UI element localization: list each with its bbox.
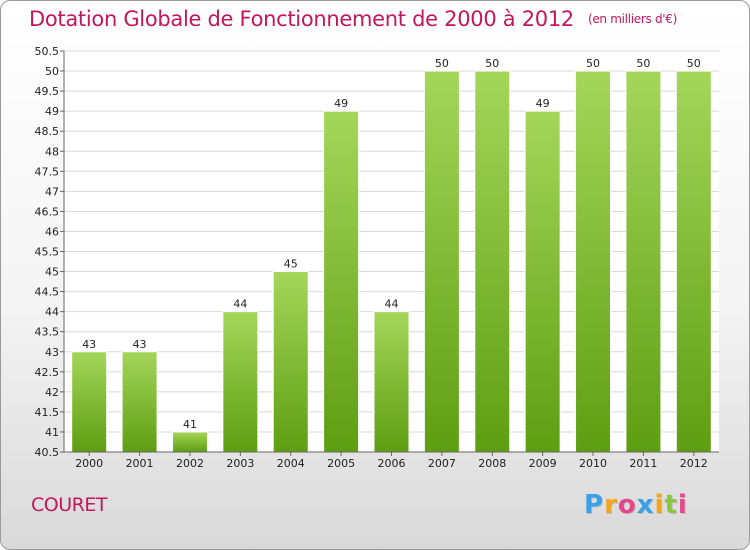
- bar-2012: [675, 70, 712, 453]
- x-tick-label-2002: 2002: [176, 457, 204, 470]
- y-tick-label: 43.5: [35, 326, 60, 339]
- y-tick-label: 42.5: [35, 366, 60, 379]
- data-label-2002: 41: [183, 418, 197, 431]
- logo-letter: t: [664, 490, 678, 520]
- bar-2008: [474, 70, 511, 453]
- y-tick-label: 48.5: [35, 125, 60, 138]
- data-label-2011: 50: [636, 57, 650, 70]
- chart-title: Dotation Globale de Fonctionnement de 20…: [29, 7, 677, 31]
- x-tick-label-2008: 2008: [478, 457, 506, 470]
- x-tick-label-2007: 2007: [428, 457, 456, 470]
- data-label-2003: 44: [233, 298, 247, 311]
- bar-2009: [524, 110, 561, 453]
- x-tick-label-2011: 2011: [629, 457, 657, 470]
- y-tick-label: 45: [45, 266, 59, 279]
- logo-letter: r: [604, 490, 618, 520]
- x-axis-ticks: 2000 2001 2002 2003 2004 2005 2006 2007 2008 2009…: [75, 452, 708, 470]
- bars: 43 43 41 44 45 49 44 50 50 49 50 50 50: [71, 57, 712, 453]
- commune-name: COURET: [31, 494, 107, 516]
- x-tick-label-2000: 2000: [75, 457, 103, 470]
- y-tick-label: 47.5: [35, 165, 60, 178]
- x-tick-label-2009: 2009: [529, 457, 557, 470]
- proxiti-logo: Proxiti: [584, 490, 688, 520]
- x-tick-label-2003: 2003: [226, 457, 254, 470]
- x-tick-label-2005: 2005: [327, 457, 355, 470]
- data-label-2001: 43: [133, 338, 147, 351]
- y-tick-label: 50: [45, 65, 59, 78]
- y-tick-label: 41.5: [35, 406, 60, 419]
- y-tick-label: 50.5: [35, 45, 60, 58]
- x-tick-label-2010: 2010: [579, 457, 607, 470]
- bar-2011: [625, 70, 662, 453]
- bar-2007: [423, 70, 460, 453]
- logo-letter: P: [584, 490, 605, 520]
- y-tick-label: 44.5: [35, 286, 60, 299]
- bar-2010: [575, 70, 612, 453]
- data-label-2006: 44: [385, 298, 399, 311]
- data-label-2007: 50: [435, 57, 449, 70]
- y-tick-label: 41: [45, 426, 59, 439]
- x-tick-label-2004: 2004: [277, 457, 305, 470]
- data-label-2008: 50: [485, 57, 499, 70]
- y-axis-ticks: 40.5 41 41.5 42 42.5 43 43.5 44 44.5 45 45.5 46 46.5…: [35, 45, 64, 459]
- y-tick-label: 40.5: [35, 446, 60, 459]
- y-tick-label: 46: [45, 225, 59, 238]
- y-tick-label: 44: [45, 306, 59, 319]
- bar-2002: [171, 431, 208, 453]
- x-tick-label-2006: 2006: [378, 457, 406, 470]
- logo-letter: o: [617, 490, 637, 520]
- y-tick-label: 46.5: [35, 205, 60, 218]
- x-tick-label-2001: 2001: [126, 457, 154, 470]
- data-label-2012: 50: [687, 57, 701, 70]
- bar-2006: [373, 311, 410, 453]
- bar-2001: [121, 351, 158, 453]
- logo-letter: i: [654, 490, 665, 520]
- y-tick-label: 47: [45, 185, 59, 198]
- y-tick-label: 45.5: [35, 246, 60, 259]
- bar-2000: [71, 351, 108, 453]
- y-tick-label: 49: [45, 105, 59, 118]
- data-label-2010: 50: [586, 57, 600, 70]
- y-tick-label: 43: [45, 346, 59, 359]
- bar-2005: [323, 110, 360, 453]
- y-tick-label: 42: [45, 386, 59, 399]
- data-label-2000: 43: [82, 338, 96, 351]
- logo-letter: i: [677, 490, 688, 520]
- bar-2003: [222, 311, 259, 453]
- logo-letter: x: [636, 490, 655, 520]
- bar-2004: [272, 271, 309, 453]
- data-label-2004: 45: [284, 258, 298, 271]
- unit-note: (en milliers d'€): [587, 12, 677, 26]
- x-tick-label-2012: 2012: [680, 457, 708, 470]
- y-tick-label: 48: [45, 145, 59, 158]
- y-tick-label: 49.5: [35, 85, 60, 98]
- data-label-2009: 49: [536, 97, 550, 110]
- data-label-2005: 49: [334, 97, 348, 110]
- chart-title-text: Dotation Globale de Fonctionnement de 20…: [29, 7, 574, 31]
